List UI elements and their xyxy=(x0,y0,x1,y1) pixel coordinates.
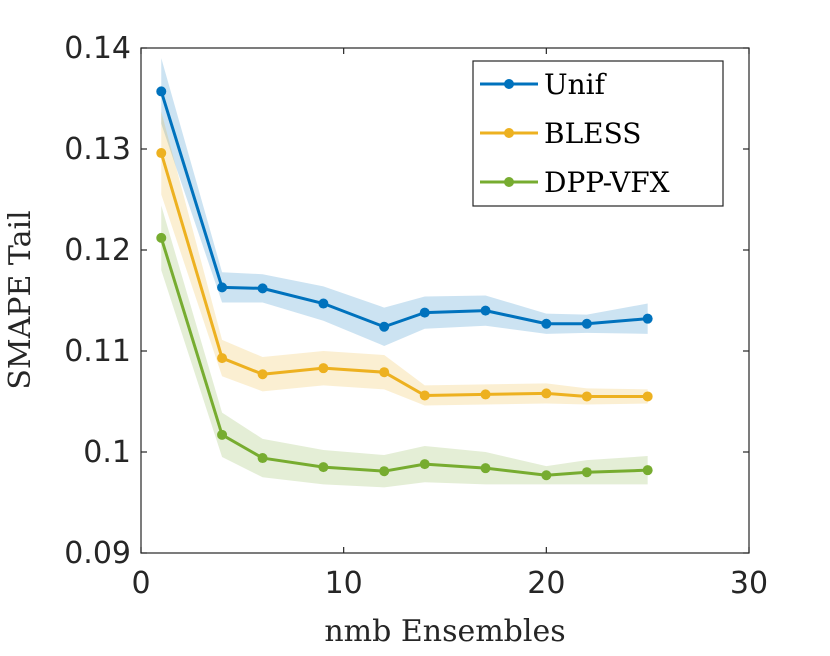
dpp-vfx-point xyxy=(480,463,491,474)
y-tick-label: 0.13 xyxy=(64,132,131,167)
legend: Unif BLESS DPP-VFX xyxy=(472,60,724,207)
dpp-vfx-point xyxy=(257,453,268,464)
dpp-vfx-point xyxy=(581,467,592,478)
unif-point xyxy=(642,313,653,324)
bless-line xyxy=(159,152,648,398)
bless-point xyxy=(419,390,430,401)
y-tick-label: 0.1 xyxy=(83,435,131,470)
unif-legend-marker xyxy=(504,79,514,89)
dpp-vfx-point xyxy=(642,465,653,476)
dpp-vfx-legend-label: DPP-VFX xyxy=(544,166,670,199)
unif-point xyxy=(217,282,228,293)
unif-legend-label: Unif xyxy=(544,68,608,101)
dpp-vfx-point xyxy=(379,466,390,477)
unif-point xyxy=(480,305,491,316)
dpp-vfx-point xyxy=(419,459,430,470)
dpp-vfx-point xyxy=(156,232,167,243)
unif-point xyxy=(581,318,592,329)
confidence-bands xyxy=(161,58,648,488)
x-axis-title: nmb Ensembles xyxy=(324,614,565,649)
axis-ticks: 0 10 20 30 0.09 0.1 0.11 0.12 0.13 0.14 xyxy=(64,31,768,601)
bless-point xyxy=(541,388,552,399)
x-tick-label: 10 xyxy=(325,566,363,601)
y-tick-label: 0.09 xyxy=(64,536,131,571)
series-lines xyxy=(156,86,653,481)
unif-point xyxy=(379,321,390,332)
unif-point xyxy=(541,318,552,329)
x-tick-label: 30 xyxy=(730,566,768,601)
bless-point xyxy=(379,367,390,378)
bless-point xyxy=(257,369,268,380)
unif-point xyxy=(156,86,167,97)
y-axis-title: SMAPE Tail xyxy=(3,210,38,389)
y-tick-label: 0.12 xyxy=(64,233,131,268)
dpp-vfx-point xyxy=(541,470,552,481)
unif-point xyxy=(419,307,430,318)
bless-point xyxy=(480,389,491,400)
unif-line xyxy=(159,90,648,329)
bless-point xyxy=(581,391,592,402)
bless-point xyxy=(318,363,329,374)
y-tick-label: 0.14 xyxy=(64,31,131,66)
dpp-vfx-point xyxy=(318,462,329,473)
dpp-vfx-line xyxy=(159,237,648,477)
dpp-vfx-legend-marker xyxy=(504,177,514,187)
unif-point xyxy=(257,283,268,294)
bless-legend-label: BLESS xyxy=(544,117,641,150)
y-tick-label: 0.11 xyxy=(64,334,131,369)
bless-point xyxy=(217,353,228,364)
bless-legend-marker xyxy=(504,128,514,138)
dpp-vfx-point xyxy=(217,429,228,440)
x-tick-label: 20 xyxy=(527,566,565,601)
unif-point xyxy=(318,298,329,309)
plot-area-frame xyxy=(140,47,750,554)
bless-point xyxy=(642,391,653,402)
unif-band xyxy=(161,58,648,346)
bless-point xyxy=(156,148,167,159)
x-tick-label: 0 xyxy=(131,566,150,601)
